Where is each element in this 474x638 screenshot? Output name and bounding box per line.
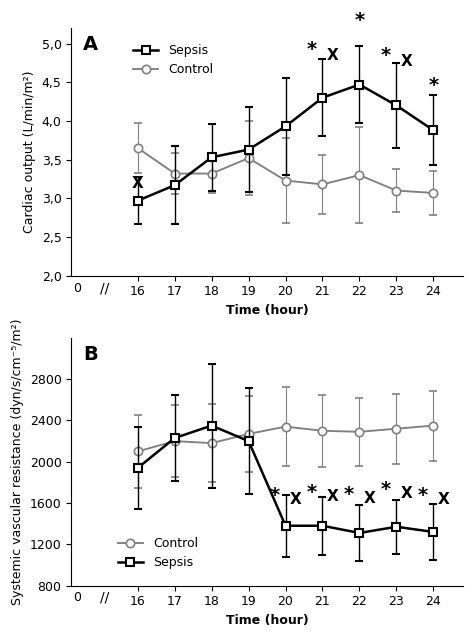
Y-axis label: Systemic vascular resistance (dyn/s/cm⁻⁵/m²): Systemic vascular resistance (dyn/s/cm⁻⁵… (11, 318, 24, 605)
X-axis label: Time (hour): Time (hour) (226, 304, 309, 317)
Text: A: A (83, 36, 98, 54)
Text: X: X (290, 492, 302, 507)
Text: *: * (418, 486, 428, 505)
Text: *: * (355, 11, 365, 31)
X-axis label: Time (hour): Time (hour) (226, 614, 309, 627)
Legend: Sepsis, Control: Sepsis, Control (128, 39, 219, 82)
Text: X: X (327, 489, 339, 504)
Text: *: * (270, 486, 280, 505)
Text: 0: 0 (73, 591, 81, 604)
Text: //: // (100, 591, 109, 605)
Text: X: X (401, 486, 412, 501)
Text: *: * (428, 77, 438, 95)
Text: X: X (132, 176, 144, 191)
Text: //: // (100, 282, 109, 296)
Text: 0: 0 (73, 282, 81, 295)
Text: B: B (83, 345, 98, 364)
Text: X: X (438, 492, 449, 507)
Y-axis label: Cardiac output (L/min/m²): Cardiac output (L/min/m²) (23, 71, 36, 233)
Text: *: * (381, 480, 391, 499)
Text: X: X (327, 48, 339, 63)
Text: *: * (344, 485, 354, 504)
Legend: Control, Sepsis: Control, Sepsis (113, 532, 203, 574)
Text: X: X (401, 54, 412, 69)
Text: X: X (364, 491, 376, 506)
Text: *: * (307, 483, 317, 502)
Text: *: * (381, 46, 391, 65)
Text: *: * (307, 40, 317, 59)
